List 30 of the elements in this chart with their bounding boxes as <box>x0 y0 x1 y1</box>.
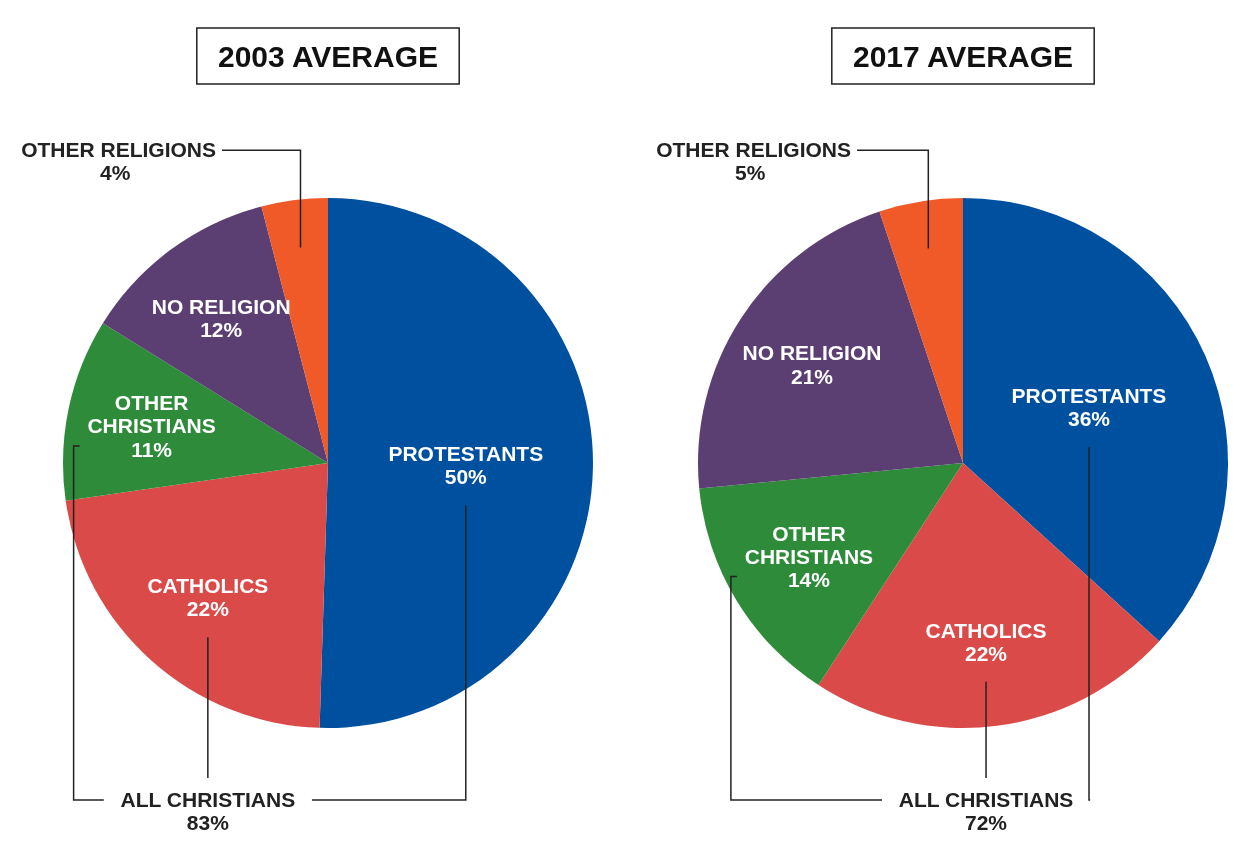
slice-label: PROTESTANTS <box>388 441 544 465</box>
text: ALL CHRISTIANS <box>120 788 296 811</box>
pie-slice <box>698 211 963 489</box>
data-label: 50% <box>444 465 488 489</box>
pie-slice <box>65 463 328 728</box>
text: 72% <box>965 811 1008 835</box>
data-label: 11% <box>131 437 173 461</box>
slice-label: OTHER RELIGIONS <box>21 138 216 162</box>
data-label: 5% <box>735 161 766 185</box>
slice-label: OTHER CHRISTIANS <box>87 391 216 438</box>
slice-label: CATHOLICS <box>925 618 1047 642</box>
slice-label: OTHER RELIGIONS <box>656 138 851 162</box>
text: ALL CHRISTIANS <box>898 788 1074 811</box>
data-label: 36% <box>1067 407 1111 431</box>
data-label: 22% <box>965 641 1008 665</box>
data-label: 21% <box>790 364 834 388</box>
slice-label: NO RELIGION <box>742 341 882 365</box>
data-label: 14% <box>787 567 831 591</box>
pie-slice <box>879 198 963 463</box>
data-label: 12% <box>200 317 243 341</box>
data-label: 4% <box>100 161 131 185</box>
slice-label: CATHOLICS <box>147 574 269 598</box>
chart-title: 2003 AVERAGE <box>217 40 439 73</box>
slice-label: OTHER CHRISTIANS <box>744 521 874 568</box>
pie-slice <box>63 323 328 501</box>
chart-title: 2017 AVERAGE <box>852 40 1074 73</box>
text: 83% <box>186 811 230 835</box>
data-label: 22% <box>186 597 230 621</box>
slice-label: PROTESTANTS <box>1011 384 1167 408</box>
pie-slice <box>319 198 593 728</box>
